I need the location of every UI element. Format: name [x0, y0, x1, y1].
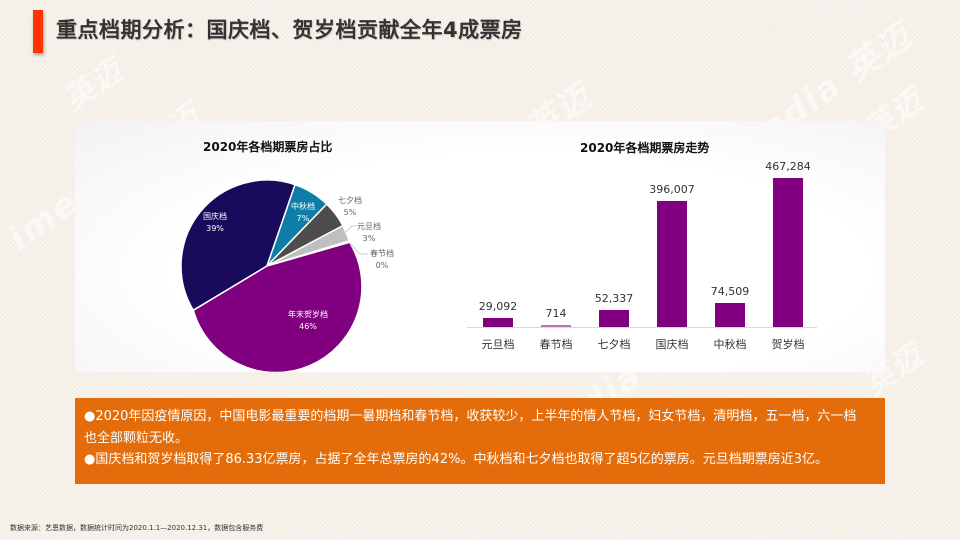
pie-chart-title: 2020年各档期票房占比	[203, 140, 333, 154]
bar-chart-axis	[467, 327, 817, 328]
pie-slice-hesui	[192, 241, 363, 372]
bar-value-label: 396,007	[649, 183, 695, 196]
note-line-1: ●2020年因疫情原因，中国电影最重要的档期一暑期档和春节档，收获较少，上半年的…	[84, 409, 857, 424]
pie-label-qixi: 七夕档 5%	[338, 196, 362, 217]
watermark: 英迈	[57, 52, 131, 118]
bar	[715, 303, 745, 327]
pie-chart	[180, 179, 368, 372]
bar-value-label: 467,284	[765, 160, 811, 173]
pie-label-guoqing: 国庆档 39%	[203, 212, 227, 233]
bar	[541, 325, 571, 327]
title-accent-bar	[33, 10, 43, 53]
pie-label-chunjie: 春节档 0%	[370, 249, 394, 270]
leader-line-chunjie	[349, 242, 368, 255]
data-source-note: 数据来源：艺恩数据，数据统计时间为2020.1.1—2020.12.31，数据包…	[10, 524, 264, 532]
pie-label-zhongqiu: 中秋档 7%	[291, 202, 315, 223]
bar	[773, 178, 803, 327]
pie-label-yuandan: 元旦档 3%	[357, 222, 381, 243]
pie-slice-guoqing	[180, 179, 296, 312]
bar-category-label: 元旦档	[481, 338, 515, 351]
bar	[657, 201, 687, 327]
page-title: 重点档期分析：国庆档、贺岁档贡献全年4成票房	[56, 18, 523, 42]
bar-category-label: 七夕档	[597, 338, 631, 351]
pie-label-hesui: 年末贺岁档 46%	[288, 310, 328, 331]
leader-line-yuandan	[345, 225, 356, 233]
bar-category-label: 国庆档	[655, 338, 689, 351]
bar-category-label: 春节档	[539, 338, 573, 351]
bar-value-label: 714	[545, 307, 567, 320]
bar-value-label: 74,509	[710, 285, 750, 298]
note-line-2: 也全部颗粒无收。	[84, 430, 189, 446]
bar-value-label: 29,092	[478, 300, 518, 313]
bar-category-label: 中秋档	[713, 338, 747, 351]
chart-panel: 2020年各档期票房占比 国庆档 39% 中秋档 7% 七夕档 5% 元旦档 3…	[75, 121, 885, 372]
note-line-3: ●国庆档和贺岁档取得了86.33亿票房，占据了全年总票房的42%。中秋档和七夕档…	[84, 452, 828, 467]
bar-value-label: 52,337	[594, 292, 634, 305]
bar-category-label: 贺岁档	[771, 338, 805, 351]
bar	[599, 310, 629, 327]
notes-box: ●2020年因疫情原因，中国电影最重要的档期一暑期档和春节档，收获较少，上半年的…	[75, 398, 885, 484]
bar	[483, 318, 513, 327]
bar-chart-title: 2020年各档期票房走势	[580, 141, 710, 155]
